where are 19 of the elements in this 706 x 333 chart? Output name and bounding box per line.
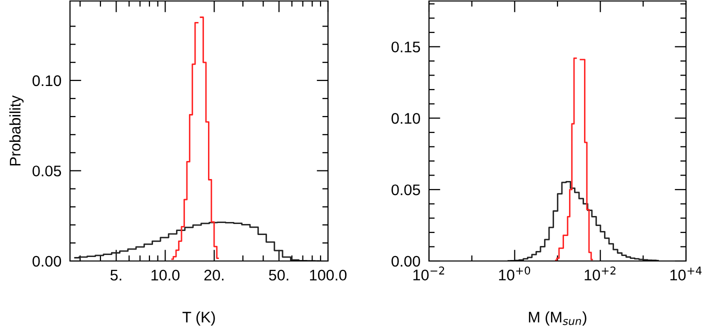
y-axis-title: Probability [9, 95, 24, 166]
y-tick-label: 0.00 [32, 256, 62, 267]
x-tick-label: 10$^{+2}$ [584, 266, 616, 280]
x-tick-label: 10$^{+0}$ [499, 266, 530, 280]
y-tick-label: 0.00 [392, 256, 420, 267]
x-tick-label: 10$^{+4}$ [670, 266, 702, 280]
x-tick-label: 10$^{−2}$ [413, 266, 444, 280]
x-tick-label: 50. [268, 270, 288, 281]
y-tick-label: 0.10 [392, 113, 420, 124]
x-axis-title: M (M$_{sun}$) [528, 311, 586, 326]
x-tick-label: 20. [204, 270, 224, 281]
x-tick-label: 10.0 [152, 270, 180, 281]
x-tick-label: 5. [110, 270, 122, 281]
x-tick-label: 100.0 [310, 270, 347, 281]
y-tick-label: 0.05 [392, 184, 420, 196]
y-tick-label: 0.05 [32, 166, 62, 176]
y-tick-label: 0.10 [32, 75, 62, 86]
y-tick-label: 0.15 [392, 42, 420, 52]
x-axis-title: T (K) [182, 311, 215, 326]
